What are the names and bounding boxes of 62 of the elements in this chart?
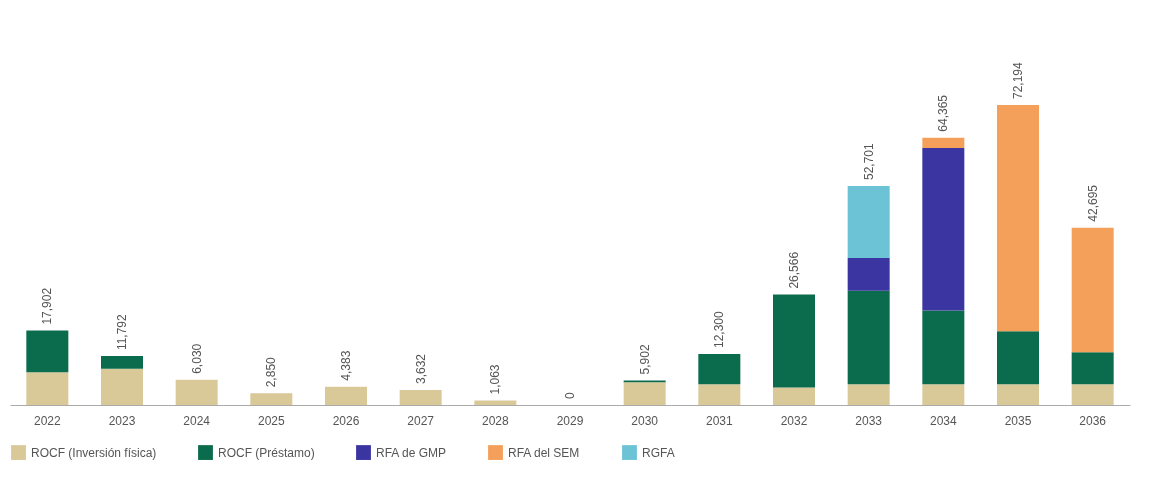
annotation: 2,850 — [264, 356, 279, 388]
x-tick-label: 2033 — [855, 413, 883, 428]
annotation: 17,902 — [40, 287, 55, 325]
x-tick-label: 2032 — [780, 413, 808, 428]
annotation: 64,365 — [936, 94, 951, 132]
bar — [101, 368, 143, 405]
bar — [623, 382, 666, 405]
annotation: 0 — [563, 392, 577, 399]
annotation: 52,701 — [861, 142, 876, 180]
bar — [847, 384, 890, 405]
annotation: 26,566 — [787, 251, 801, 289]
annotation: 1,063 — [488, 364, 503, 395]
bar — [922, 384, 965, 405]
bar — [847, 186, 890, 258]
bar — [698, 384, 741, 405]
legend-label: ROCF (Inversión física) — [31, 445, 157, 460]
x-tick-label: 2026 — [332, 413, 360, 428]
bar — [1071, 227, 1114, 353]
bar — [399, 390, 442, 405]
bar — [698, 354, 741, 385]
bar — [175, 379, 218, 405]
x-tick-label: 2031 — [705, 413, 733, 428]
bar — [1071, 384, 1114, 405]
x-tick-label: 2034 — [929, 413, 957, 428]
legend-label: RGFA — [642, 445, 675, 460]
bar — [847, 290, 890, 385]
x-tick-label: 2035 — [1004, 413, 1032, 428]
annotation: 5,902 — [637, 344, 652, 375]
x-tick-label: 2027 — [407, 413, 435, 428]
bar — [997, 105, 1039, 332]
bar — [922, 310, 965, 385]
bar — [101, 356, 143, 369]
bar — [922, 137, 965, 148]
x-tick-label: 2030 — [631, 413, 659, 428]
bar — [922, 147, 965, 311]
bar — [773, 387, 815, 405]
annotation: 12,300 — [712, 310, 727, 348]
x-tick-label: 2023 — [108, 413, 136, 428]
bar — [997, 384, 1039, 405]
bar — [26, 372, 69, 405]
bar — [847, 258, 890, 291]
x-tick-label: 2036 — [1079, 413, 1107, 428]
legend-label: RFA de GMP — [376, 445, 447, 460]
annotation: 4,383 — [339, 350, 353, 381]
legend-label: RFA del SEM — [508, 445, 580, 460]
annotation: 6,030 — [189, 343, 204, 374]
bar — [1071, 352, 1114, 385]
bar — [26, 330, 69, 373]
annotation: 42,695 — [1085, 184, 1100, 222]
x-tick-label: 2024 — [183, 413, 211, 428]
x-tick-label: 2022 — [33, 413, 61, 428]
bar — [250, 393, 293, 405]
annotation: 11,792 — [115, 313, 129, 351]
x-tick-label: 2028 — [481, 413, 509, 428]
x-tick-label: 2029 — [556, 413, 584, 428]
legend-label: ROCF (Préstamo) — [218, 445, 315, 460]
annotation: 72,194 — [1011, 61, 1025, 99]
x-tick-label: 2025 — [257, 413, 285, 428]
annotation: 3,632 — [413, 353, 428, 384]
bar — [325, 386, 367, 405]
bar — [997, 331, 1039, 385]
bar — [773, 294, 815, 388]
